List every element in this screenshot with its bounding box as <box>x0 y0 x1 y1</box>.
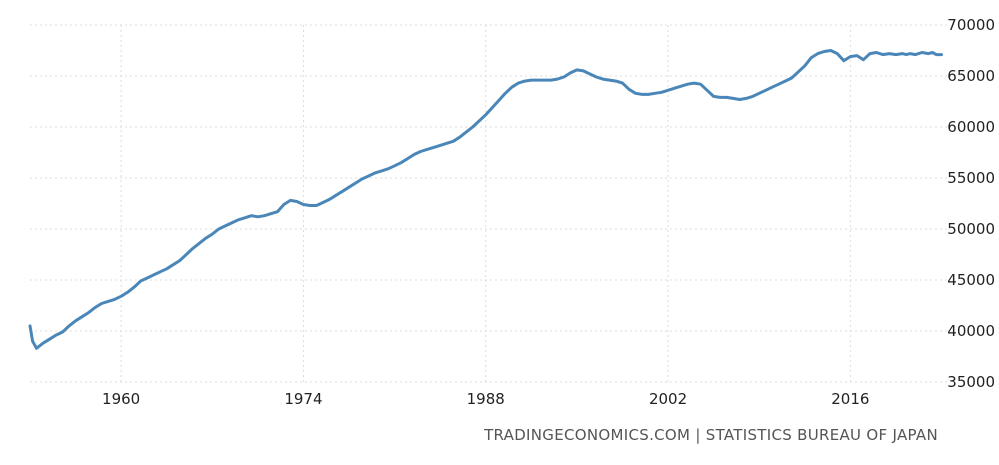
series-layer <box>28 49 943 350</box>
y-tick-label: 65000 <box>947 67 995 85</box>
y-tick-label: 60000 <box>947 118 995 136</box>
y-tick-label: 50000 <box>947 220 995 238</box>
series-line <box>28 49 943 350</box>
y-axis-tick-labels: 70000 65000 60000 55000 50000 45000 40000 35000 <box>947 16 995 391</box>
x-tick-label: 1960 <box>102 390 140 408</box>
y-tick-label: 70000 <box>947 16 995 34</box>
y-tick-label: 55000 <box>947 169 995 187</box>
x-axis-tick-labels: 1960 1974 1988 2002 2016 <box>102 390 869 408</box>
source-attribution: TRADINGECONOMICS.COM | STATISTICS BUREAU… <box>484 426 938 444</box>
x-tick-label: 2016 <box>831 390 869 408</box>
y-tick-label: 35000 <box>947 373 995 391</box>
y-tick-label: 45000 <box>947 271 995 289</box>
x-tick-label: 1988 <box>467 390 505 408</box>
x-tick-label: 2002 <box>649 390 687 408</box>
grid-lines <box>30 24 948 383</box>
y-tick-label: 40000 <box>947 322 995 340</box>
x-tick-label: 1974 <box>284 390 322 408</box>
